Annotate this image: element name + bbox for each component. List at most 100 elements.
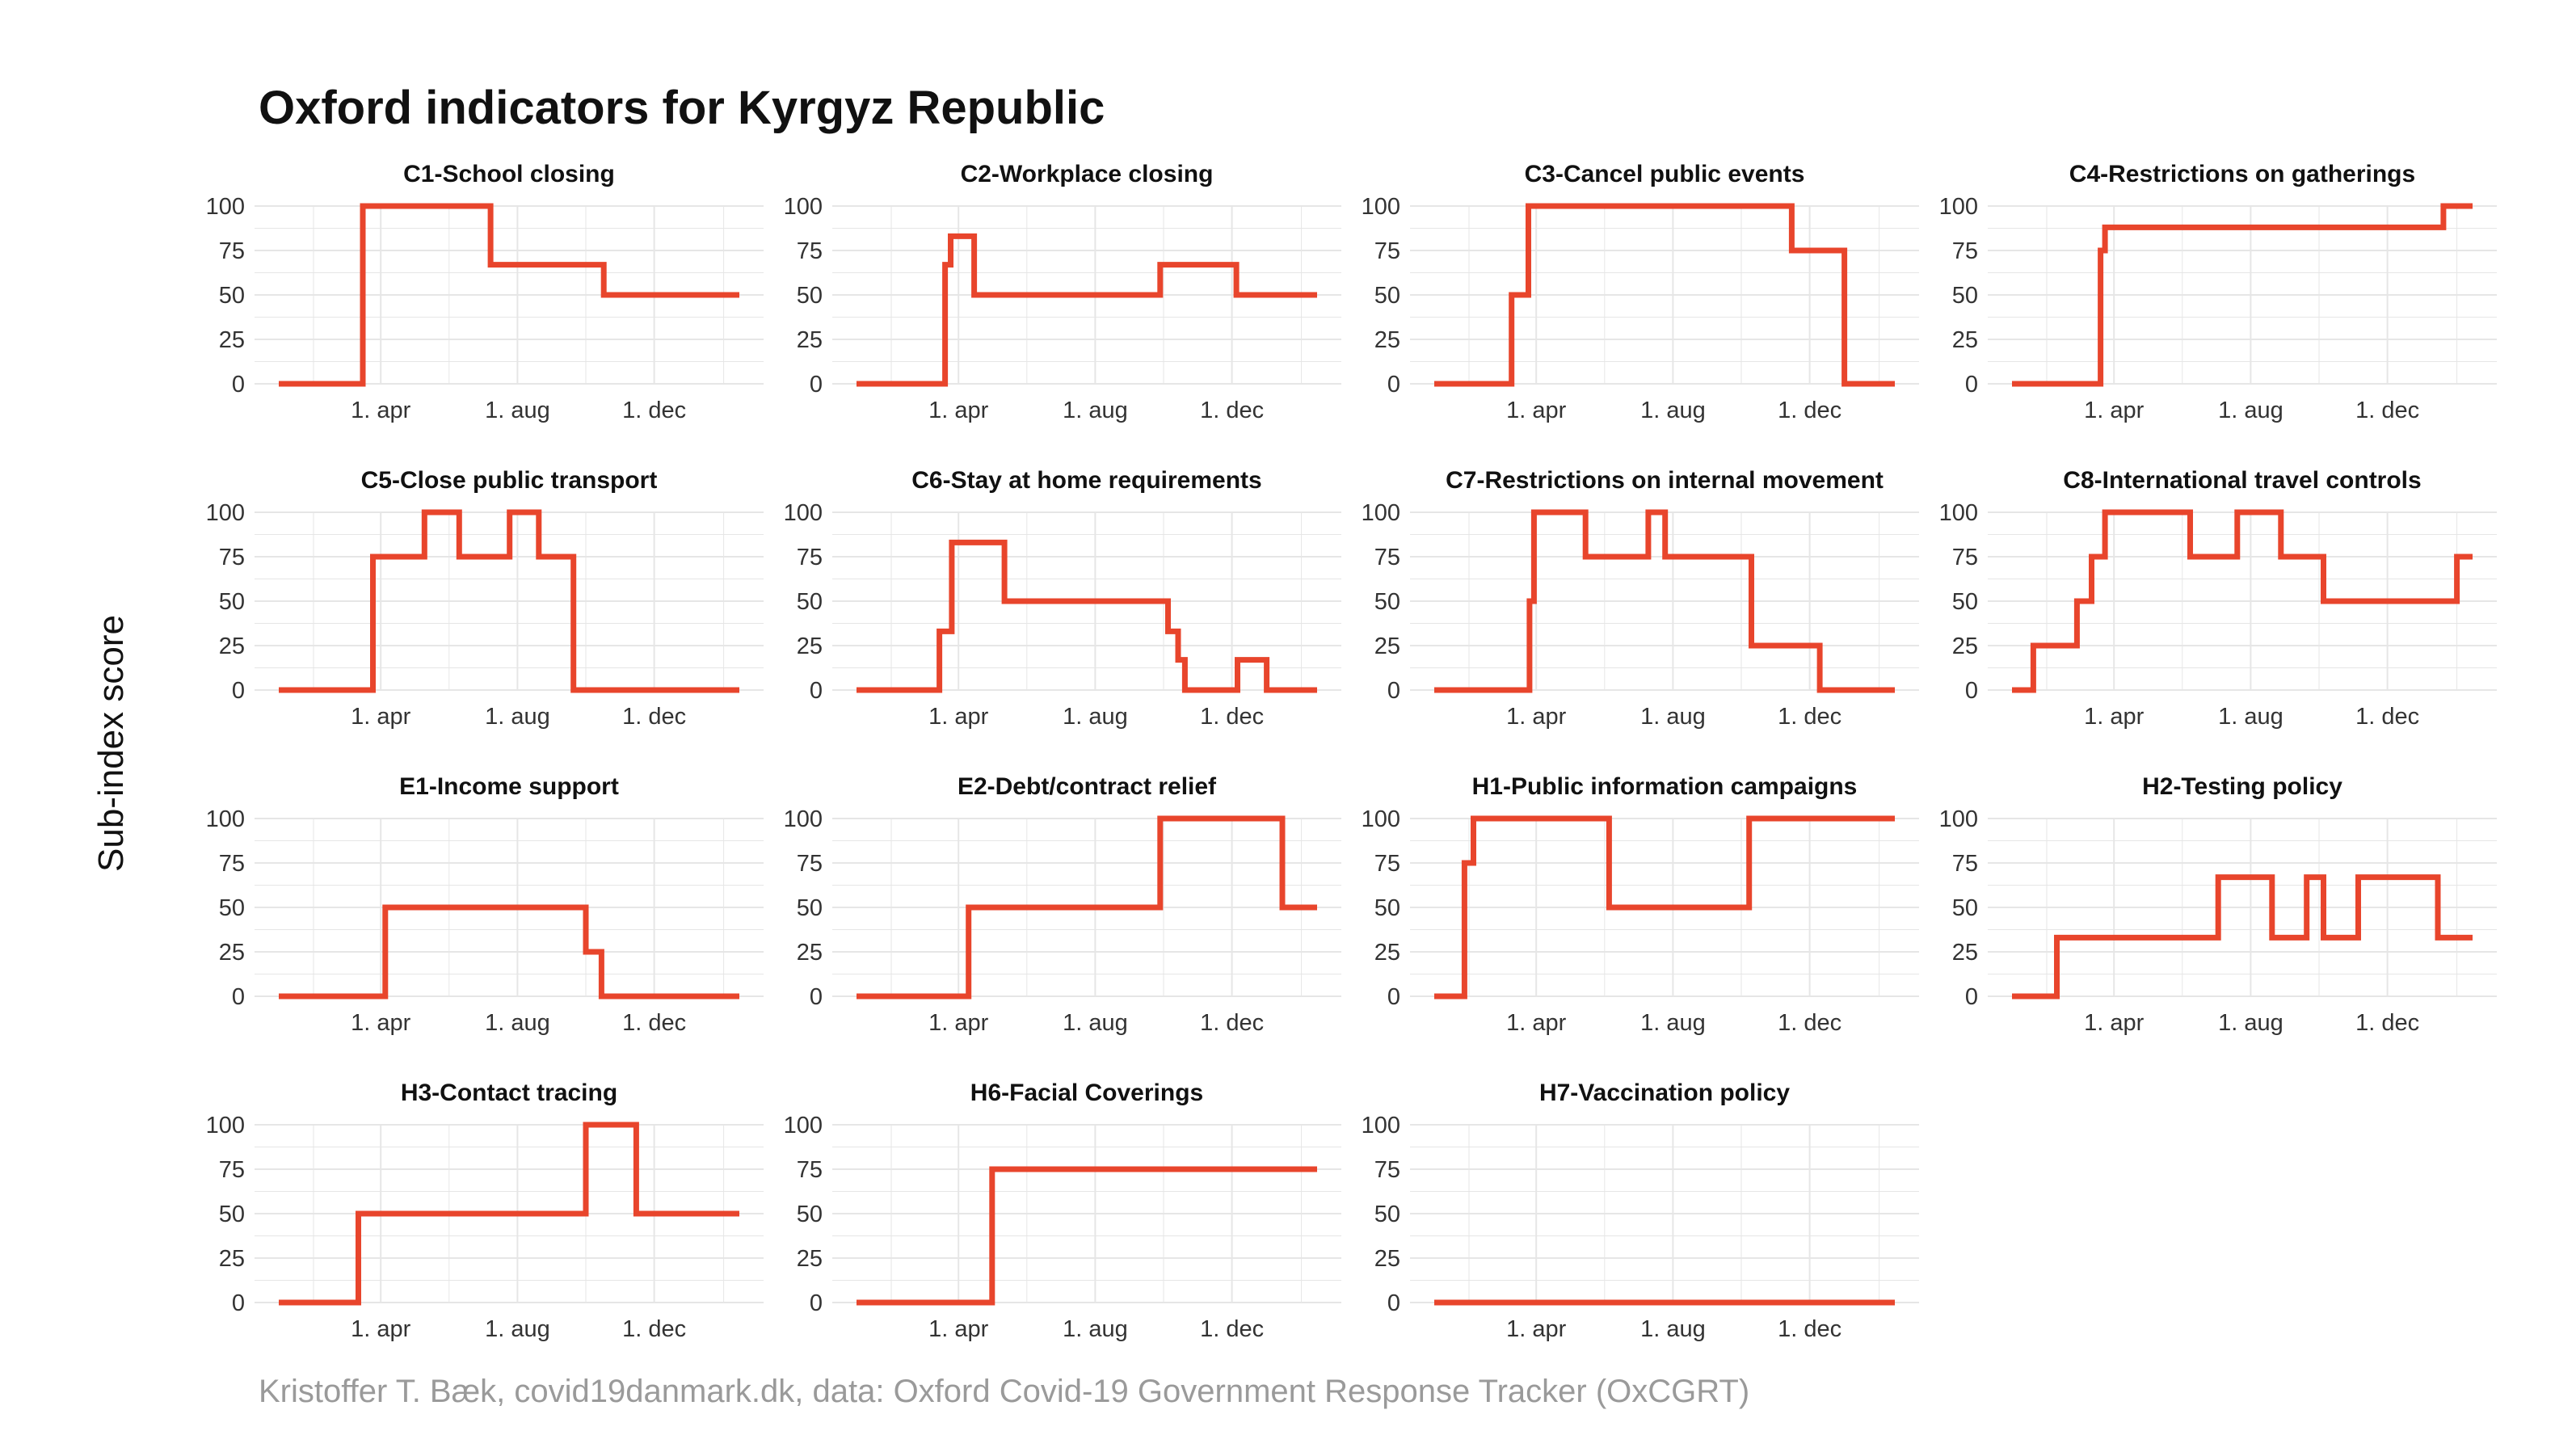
y-tick-label: 50: [1952, 589, 1978, 615]
panel-1: C1-School closing 0 25 50 75 100 1. apr 1. aug 1…: [206, 161, 764, 423]
y-tick-label: 75: [797, 851, 823, 877]
x-tick-label: 1. dec: [1200, 1316, 1264, 1342]
y-tick-label: 50: [1374, 895, 1400, 921]
x-tick-label: 1. dec: [1778, 1316, 1842, 1342]
series-line: [279, 203, 739, 387]
x-tick-label: 1. aug: [2218, 704, 2283, 730]
series-line: [857, 539, 1317, 693]
x-tick-label: 1. aug: [1640, 398, 1706, 423]
y-tick-label: 25: [797, 633, 823, 659]
y-tick-label: 0: [810, 1290, 823, 1316]
y-tick-label: 100: [1362, 806, 1400, 832]
x-tick-label: 1. aug: [1640, 1010, 1706, 1036]
x-tick-label: 1. aug: [1063, 704, 1128, 730]
y-tick-label: 75: [1952, 238, 1978, 264]
y-tick-label: 75: [797, 1157, 823, 1183]
y-tick-label: 25: [1374, 327, 1400, 353]
x-tick-label: 1. dec: [2355, 1010, 2419, 1036]
y-tick-label: 0: [1387, 984, 1400, 1010]
panel-title: H1-Public information campaigns: [1472, 773, 1858, 800]
y-tick-label: 25: [1374, 633, 1400, 659]
y-tick-label: 50: [1374, 1202, 1400, 1227]
x-tick-label: 1. apr: [1506, 1316, 1566, 1342]
series-line: [857, 233, 1317, 387]
y-tick-label: 25: [1952, 327, 1978, 353]
panel-title: E2-Debt/contract relief: [958, 773, 1217, 800]
panel-title: C5-Close public transport: [361, 467, 658, 494]
y-tick-label: 75: [219, 238, 245, 264]
y-tick-label: 0: [810, 678, 823, 704]
y-tick-label: 100: [784, 1113, 823, 1138]
panel-title: C3-Cancel public events: [1525, 161, 1805, 187]
x-tick-label: 1. apr: [928, 704, 988, 730]
x-tick-label: 1. apr: [2084, 704, 2144, 730]
y-tick-label: 75: [1374, 545, 1400, 570]
series-line: [1434, 509, 1895, 693]
x-tick-label: 1. apr: [1506, 1010, 1566, 1036]
y-tick-label: 0: [232, 1290, 245, 1316]
x-tick-label: 1. dec: [622, 398, 686, 423]
panel-title: C2-Workplace closing: [961, 161, 1214, 187]
y-tick-label: 25: [1374, 1246, 1400, 1272]
y-tick-label: 0: [1387, 372, 1400, 398]
panel-2: C2-Workplace closing 0 25 50 75 100 1. apr 1. a…: [784, 161, 1341, 423]
panel-title: C6-Stay at home requirements: [911, 467, 1261, 494]
y-tick-label: 75: [797, 238, 823, 264]
x-tick-label: 1. dec: [1200, 704, 1264, 730]
panel-title: H6-Facial Coverings: [970, 1080, 1203, 1106]
series-line: [279, 509, 739, 693]
x-tick-label: 1. apr: [928, 1010, 988, 1036]
y-tick-label: 0: [1965, 984, 1978, 1010]
x-tick-label: 1. apr: [351, 398, 410, 423]
y-tick-label: 25: [219, 1246, 245, 1272]
x-tick-label: 1. dec: [622, 1316, 686, 1342]
y-tick-label: 50: [1374, 589, 1400, 615]
y-tick-label: 50: [219, 1202, 245, 1227]
x-tick-label: 1. aug: [1640, 1316, 1706, 1342]
y-tick-label: 25: [219, 940, 245, 966]
panel-6: C6-Stay at home requirements 0 25 50 75 100 1.…: [784, 467, 1341, 730]
y-tick-label: 0: [232, 372, 245, 398]
y-tick-label: 0: [1965, 678, 1978, 704]
x-tick-label: 1. apr: [928, 1316, 988, 1342]
x-tick-label: 1. aug: [2218, 398, 2283, 423]
panel-title: C8-International travel controls: [2063, 467, 2421, 494]
y-tick-label: 100: [784, 806, 823, 832]
x-tick-label: 1. apr: [2084, 1010, 2144, 1036]
y-tick-label: 100: [206, 500, 245, 526]
y-tick-label: 100: [206, 194, 245, 220]
y-tick-label: 25: [797, 940, 823, 966]
series-line: [857, 815, 1317, 1000]
source-caption: Kristoffer T. Bæk, covid19danmark.dk, da…: [259, 1374, 1750, 1409]
y-tick-label: 25: [1952, 633, 1978, 659]
y-tick-label: 50: [219, 283, 245, 309]
x-tick-label: 1. aug: [485, 1010, 550, 1036]
y-tick-label: 0: [1965, 372, 1978, 398]
series-line: [279, 1122, 739, 1306]
y-tick-label: 50: [797, 1202, 823, 1227]
x-tick-label: 1. dec: [1200, 1010, 1264, 1036]
x-tick-label: 1. apr: [1506, 704, 1566, 730]
y-tick-label: 75: [1374, 1157, 1400, 1183]
series-line: [2012, 203, 2473, 387]
y-tick-label: 50: [219, 895, 245, 921]
y-tick-label: 75: [1952, 851, 1978, 877]
x-tick-label: 1. apr: [2084, 398, 2144, 423]
series-line: [2012, 874, 2473, 1000]
y-tick-label: 100: [1362, 194, 1400, 220]
series-line: [1434, 815, 1895, 1000]
y-tick-label: 100: [1939, 500, 1978, 526]
x-tick-label: 1. dec: [1778, 704, 1842, 730]
panel-title: C7-Restrictions on internal movement: [1446, 467, 1884, 494]
panel-7: C7-Restrictions on internal movement 0 25 5…: [1362, 467, 1919, 730]
y-tick-label: 100: [1939, 806, 1978, 832]
x-tick-label: 1. aug: [1063, 398, 1128, 423]
x-tick-label: 1. dec: [2355, 398, 2419, 423]
panel-14: H6-Facial Coverings 0 25 50 75 100 1. apr 1. au…: [784, 1080, 1341, 1342]
x-tick-label: 1. aug: [1063, 1010, 1128, 1036]
y-tick-label: 75: [1374, 851, 1400, 877]
y-tick-label: 0: [1387, 678, 1400, 704]
x-tick-label: 1. aug: [1640, 704, 1706, 730]
page-title: Oxford indicators for Kyrgyz Republic: [259, 82, 1105, 134]
